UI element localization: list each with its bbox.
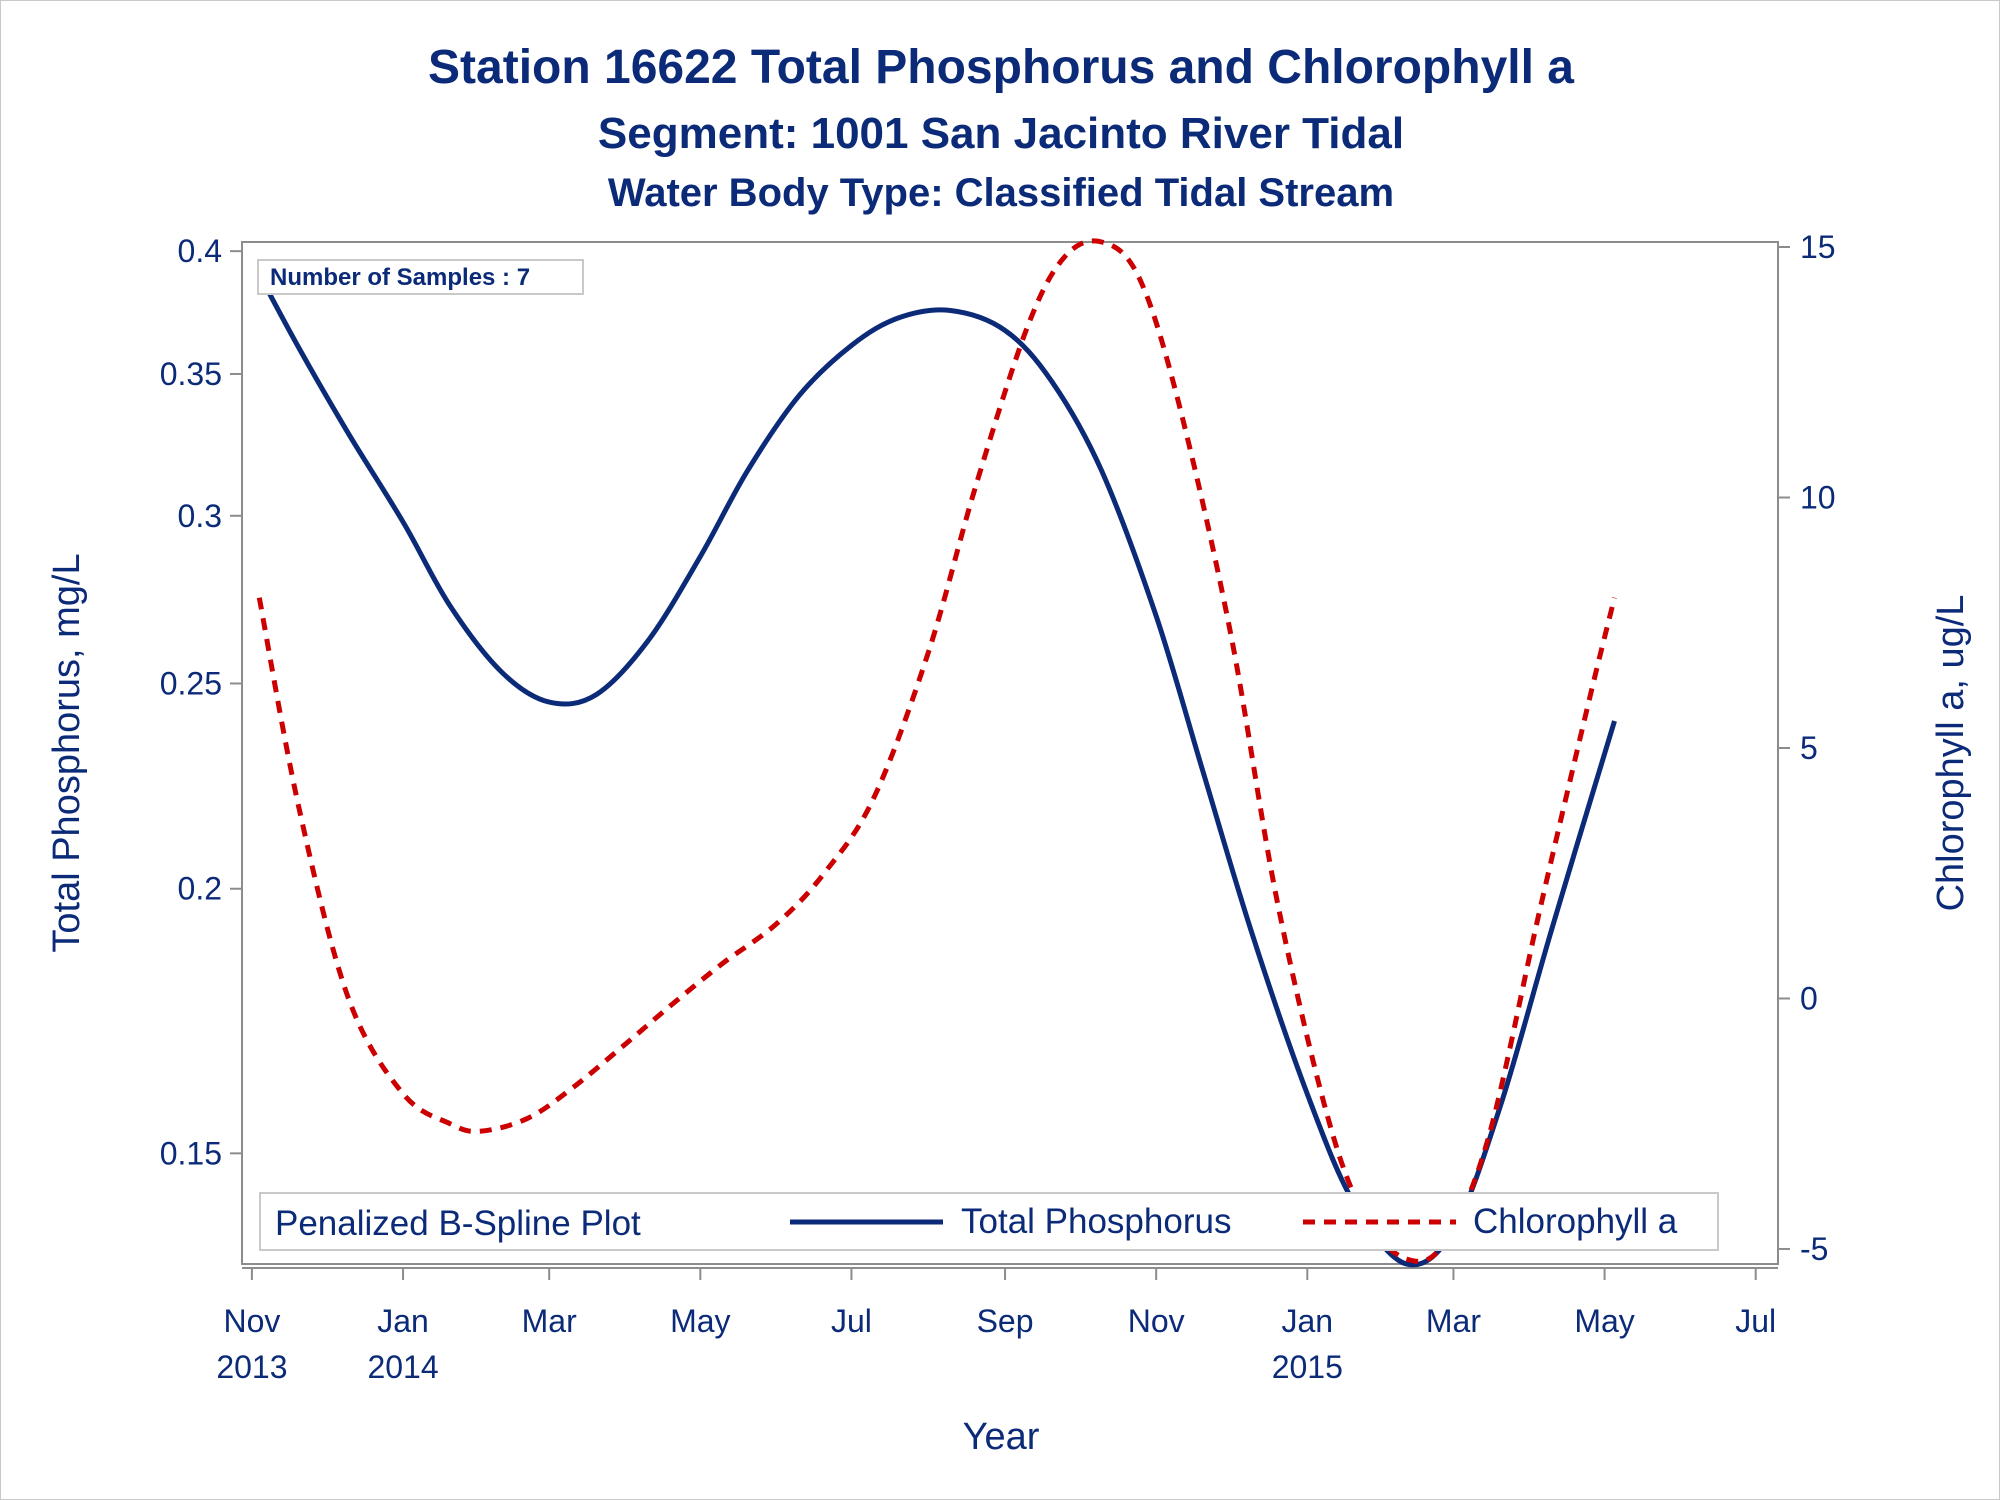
y-left-tick-label: 0.4: [178, 233, 222, 269]
chart-subtitle-2: Water Body Type: Classified Tidal Stream: [608, 171, 1394, 215]
x-tick-label: May: [1574, 1303, 1634, 1339]
series-line-total-phosphorus: [257, 273, 1617, 1268]
y-left-tick-label: 0.35: [160, 356, 222, 392]
sample-count-inset: Number of Samples : 7: [257, 259, 584, 295]
y-right-tick-label: -5: [1800, 1231, 1828, 1267]
x-tick-label: Jan: [1281, 1303, 1333, 1339]
legend: Penalized B-Spline Plot Total Phosphorus…: [259, 1192, 1719, 1251]
y-axis-right-label: Chlorophyll a, ug/L: [1930, 595, 1972, 912]
x-axis-label: Year: [963, 1416, 1040, 1458]
x-tick-label-year: 2013: [216, 1349, 287, 1385]
x-tick-label: Nov: [1128, 1303, 1185, 1339]
legend-label-total-phosphorus: Total Phosphorus: [961, 1202, 1231, 1241]
plot-frame: [241, 241, 1779, 1265]
y-left-tick-label: 0.15: [160, 1135, 222, 1171]
legend-box: [259, 1192, 1719, 1251]
y-right-tick-label: 15: [1800, 229, 1836, 265]
left-axis: 0.15 0.2 0.25 0.3 0.35 0.4: [160, 233, 242, 1171]
y-left-tick-label: 0.25: [160, 665, 222, 701]
y-axis-left-label: Total Phosphorus, mg/L: [46, 553, 88, 952]
sample-count-text: Number of Samples : 7: [270, 264, 530, 291]
x-tick-label: Jul: [831, 1303, 872, 1339]
y-right-tick-label: 0: [1800, 980, 1818, 1016]
series-line-chlorophyll-a: [256, 238, 1617, 1264]
x-tick-label: Mar: [1426, 1303, 1481, 1339]
y-left-tick-label: 0.3: [178, 498, 222, 534]
x-tick-label: May: [670, 1303, 730, 1339]
chart-title: Station 16622 Total Phosphorus and Chlor…: [428, 41, 1574, 94]
x-tick-label: Mar: [522, 1303, 577, 1339]
right-axis: -5 0 5 10 15: [1778, 229, 1836, 1267]
legend-title: Penalized B-Spline Plot: [275, 1204, 641, 1243]
y-right-tick-label: 5: [1800, 730, 1818, 766]
x-axis: Nov 2013 Jan 2014 Mar May Jul Sep Nov Jan 2015 Mar M…: [216, 1267, 1778, 1385]
series-layer: [256, 238, 1617, 1268]
x-tick-label: Nov: [223, 1303, 280, 1339]
x-tick-label-year: 2015: [1272, 1349, 1343, 1385]
y-right-tick-label: 10: [1800, 480, 1836, 516]
x-tick-label: Sep: [977, 1303, 1034, 1339]
x-tick-label-year: 2014: [367, 1349, 438, 1385]
x-tick-label: Jul: [1735, 1303, 1776, 1339]
legend-label-chlorophyll-a: Chlorophyll a: [1473, 1202, 1678, 1241]
chart-subtitle: Segment: 1001 San Jacinto River Tidal: [598, 109, 1404, 158]
y-left-tick-label: 0.2: [178, 871, 222, 907]
x-tick-label: Jan: [377, 1303, 429, 1339]
sample-count-box: [257, 259, 584, 295]
